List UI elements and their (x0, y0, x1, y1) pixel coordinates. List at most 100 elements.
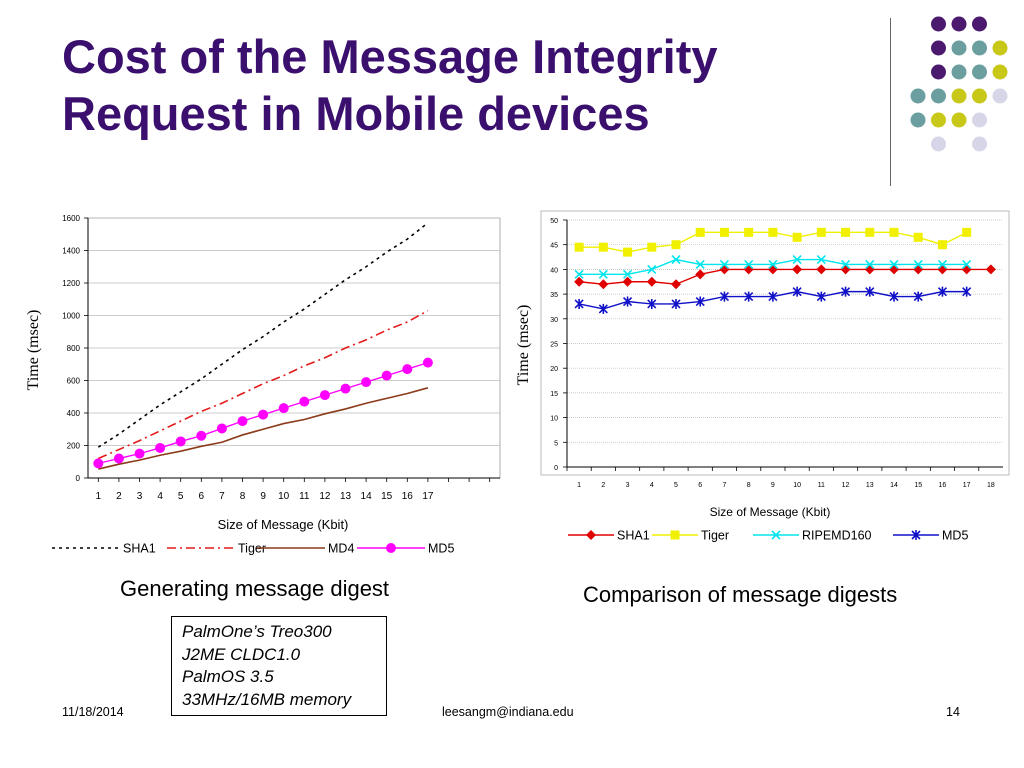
x-tick-label: 9 (771, 482, 775, 489)
x-tick-label: 16 (939, 482, 947, 489)
y-tick-label: 800 (67, 344, 81, 353)
y-tick-label: 20 (550, 366, 558, 373)
decorative-dot (992, 40, 1008, 56)
legend-label: RIPEMD160 (802, 529, 872, 543)
decorative-dot-grid (910, 16, 1008, 152)
x-tick-label: 15 (381, 491, 393, 502)
series-line (97, 309, 429, 460)
decorative-dot (972, 64, 987, 80)
y-tick-label: 1000 (62, 312, 80, 321)
data-point (695, 269, 706, 280)
legend-label: MD4 (328, 542, 354, 556)
y-tick-label: 400 (67, 409, 81, 418)
decorative-dot (931, 136, 946, 152)
data-point (864, 264, 875, 275)
legend-label: SHA1 (123, 542, 156, 556)
data-point (816, 264, 827, 275)
decorative-dot (951, 88, 967, 104)
decorative-dot (992, 88, 1008, 104)
data-point (113, 453, 124, 464)
data-point (622, 269, 633, 279)
x-tick-label: 5 (178, 491, 184, 502)
data-point (278, 403, 289, 414)
decorative-dot (951, 64, 967, 80)
decorative-dot (910, 88, 926, 104)
data-point (155, 442, 166, 453)
chart-legend: SHA1 Tiger MD4 MD5 (52, 542, 454, 556)
x-tick-label: 13 (340, 491, 352, 502)
data-point (574, 298, 584, 309)
x-tick-label: 18 (987, 482, 995, 489)
data-point (381, 370, 392, 381)
device-spec-line: J2ME CLDC1.0 (182, 644, 301, 664)
series-sha1 (574, 264, 996, 290)
device-spec-box: PalmOne’s Treo300 J2ME CLDC1.0 PalmOS 3.… (171, 616, 387, 716)
data-point (622, 276, 633, 287)
x-tick-label: 2 (601, 482, 605, 489)
decorative-dot (992, 64, 1008, 80)
y-tick-label: 1600 (62, 214, 80, 223)
slide-title: Cost of the Message Integrity Request in… (62, 30, 718, 140)
series-md4 (98, 387, 429, 470)
data-point (816, 227, 826, 237)
data-point (889, 227, 899, 237)
data-point (816, 291, 826, 302)
x-tick-label: 2 (116, 491, 122, 502)
decorative-dot (931, 88, 946, 104)
x-axis-title: Size of Message (Kbit) (710, 505, 831, 519)
x-tick-label: 3 (626, 482, 630, 489)
x-tick-label: 12 (842, 482, 850, 489)
decorative-dot (951, 16, 967, 32)
data-point (840, 264, 851, 275)
data-point (647, 242, 657, 252)
data-point (840, 259, 851, 270)
y-tick-label: 25 (550, 342, 558, 349)
legend-marker (911, 530, 921, 540)
y-tick-label: 1400 (62, 247, 80, 256)
y-tick-label: 50 (550, 218, 558, 225)
x-tick-label: 10 (278, 491, 290, 502)
x-tick-label: 1 (577, 482, 581, 489)
series-tiger (97, 309, 429, 460)
data-point (216, 423, 227, 434)
data-point (792, 286, 802, 297)
data-point (361, 377, 372, 388)
decorative-dot (972, 40, 987, 56)
footer-email: leesangm@indiana.edu (442, 705, 574, 719)
y-tick-label: 40 (550, 267, 558, 274)
data-point (598, 242, 608, 252)
decorative-dot (931, 112, 946, 128)
data-point (134, 448, 145, 459)
decorative-dot (931, 64, 946, 80)
x-tick-label: 14 (361, 491, 373, 502)
x-tick-label: 13 (866, 482, 874, 489)
data-point (647, 298, 657, 309)
data-point (768, 291, 778, 302)
data-point (744, 227, 754, 237)
series-line (98, 387, 429, 470)
data-point (574, 242, 584, 252)
decorative-dot (972, 16, 987, 32)
legend-label: Tiger (701, 529, 729, 543)
data-point (744, 291, 754, 302)
y-tick-label: 0 (76, 474, 81, 483)
data-point (646, 276, 657, 287)
data-point (237, 416, 248, 427)
data-point (985, 264, 996, 275)
data-point (840, 286, 851, 297)
data-point (961, 264, 972, 275)
x-tick-label: 17 (963, 482, 971, 489)
decorative-dot (972, 112, 987, 128)
data-point (340, 383, 351, 394)
legend-marker (771, 530, 781, 540)
data-point (962, 259, 972, 270)
data-point (865, 227, 875, 237)
data-point (937, 264, 948, 275)
legend-marker (670, 530, 680, 540)
data-point (792, 232, 802, 242)
x-tick-label: 11 (818, 482, 825, 489)
y-tick-label: 5 (554, 440, 558, 447)
data-point (598, 269, 608, 279)
data-point (865, 286, 875, 297)
